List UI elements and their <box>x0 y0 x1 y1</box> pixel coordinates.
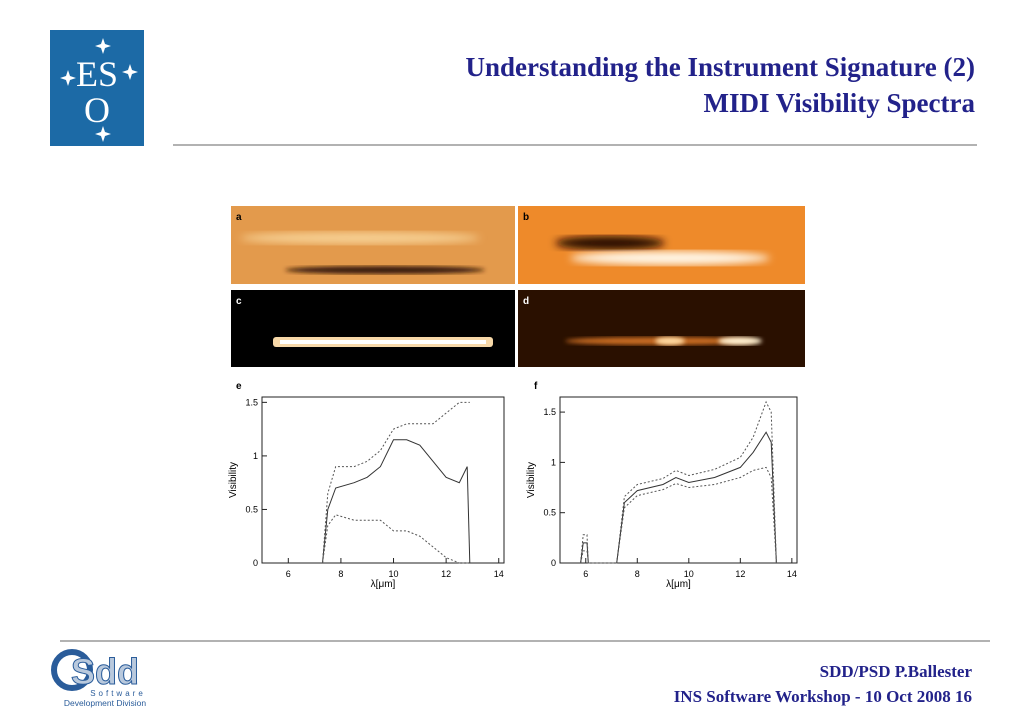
panel-label: b <box>523 212 529 223</box>
logo-ring <box>51 649 93 691</box>
x-tick-label: 8 <box>338 569 343 579</box>
panel-image <box>518 290 805 367</box>
y-axis-label: Visibility <box>228 462 239 498</box>
panel-feature <box>718 337 762 345</box>
plot-frame <box>261 396 505 564</box>
plot-label: f <box>534 381 538 392</box>
panel-label: c <box>236 296 242 307</box>
panel-a <box>231 206 515 284</box>
eso-logo: ES O <box>50 30 144 146</box>
y-tick-label: 1.5 <box>543 407 556 417</box>
panel-feature <box>240 232 480 244</box>
x-tick-label: 8 <box>635 569 640 579</box>
logo-text: Development Division <box>64 698 146 708</box>
series-line <box>322 514 470 564</box>
series-line <box>580 431 777 564</box>
panel-label: a <box>236 212 242 223</box>
panel-label: d <box>523 296 529 307</box>
y-tick-label: 1 <box>253 451 258 461</box>
x-tick-label: 12 <box>441 569 451 579</box>
series-line <box>322 439 471 564</box>
x-axis-label: λ[μm] <box>371 579 396 590</box>
x-tick-label: 10 <box>684 569 694 579</box>
subtitle: MIDI Visibility Spectra <box>703 88 975 118</box>
panel-d <box>518 290 805 367</box>
title: Understanding the Instrument Signature (… <box>465 52 975 82</box>
y-tick-label: 0 <box>551 558 556 568</box>
x-tick-label: 14 <box>494 569 504 579</box>
panel-feature <box>655 337 685 345</box>
x-tick-label: 6 <box>583 569 588 579</box>
x-axis-label: λ[μm] <box>666 579 691 590</box>
series-line <box>322 401 470 564</box>
logo-text: Software <box>90 689 146 698</box>
y-tick-label: 0.5 <box>245 504 258 514</box>
logo-text: ES <box>76 54 118 94</box>
x-tick-label: 10 <box>389 569 399 579</box>
panel-b <box>518 206 805 284</box>
y-tick-label: 1.5 <box>245 397 258 407</box>
y-tick-label: 1 <box>551 457 556 467</box>
x-tick-label: 12 <box>735 569 745 579</box>
panel-feature <box>280 340 486 344</box>
panel-feature <box>285 266 485 274</box>
panel-c <box>231 290 515 367</box>
panel-feature <box>570 251 770 265</box>
footer-event: INS Software Workshop - 10 Oct 2008 16 <box>674 687 972 706</box>
panel-labels: a b c d <box>236 212 529 307</box>
x-tick-label: 14 <box>787 569 797 579</box>
logo-box <box>50 30 144 146</box>
panel-image <box>231 290 515 367</box>
sdd-logo: Sdd Software Development Division <box>51 649 146 708</box>
plot-label: e <box>236 381 242 392</box>
y-tick-label: 0.5 <box>543 508 556 518</box>
x-tick-label: 6 <box>286 569 291 579</box>
logo-text: O <box>84 90 110 130</box>
y-tick-label: 0 <box>253 558 258 568</box>
plot-frame <box>559 396 798 564</box>
footer-author: SDD/PSD P.Ballester <box>820 662 973 681</box>
panel-feature <box>555 236 665 250</box>
logo-text: Sdd <box>71 651 139 692</box>
y-axis-label: Visibility <box>526 462 537 498</box>
